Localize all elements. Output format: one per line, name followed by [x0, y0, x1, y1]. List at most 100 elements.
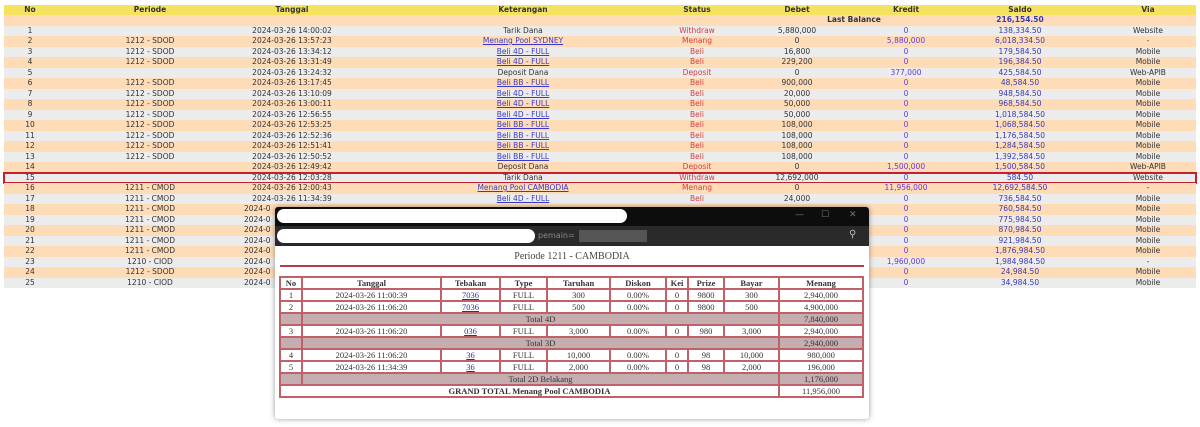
cell-keterangan[interactable]: Beli BB - FULL: [496, 120, 550, 129]
header-periode[interactable]: Periode: [133, 5, 167, 14]
cell-tanggal: 2024-03-26 13:31:49: [252, 57, 332, 66]
cell-kredit: 0: [903, 246, 909, 255]
header-kredit[interactable]: Kredit: [892, 5, 920, 14]
tebakan-link[interactable]: 7036: [462, 302, 479, 312]
cell-keterangan[interactable]: Menang Pool CAMBODIA: [477, 183, 569, 192]
cell-tanggal: 2024-0: [244, 235, 271, 245]
cell-kredit: 0: [903, 193, 909, 203]
cell-status: Beli: [690, 88, 704, 98]
cell-no: 22: [25, 246, 35, 255]
subtotal-blank: [279, 312, 303, 326]
cell-keterangan[interactable]: Menang Pool SYDNEY: [482, 36, 564, 45]
cell-saldo: 34,984.50: [1000, 277, 1040, 287]
close-icon[interactable]: ✕: [849, 210, 857, 220]
header-via[interactable]: Via: [1141, 5, 1155, 14]
cell-keterangan[interactable]: Beli 4D - FULL: [496, 88, 550, 98]
cell-keterangan[interactable]: Beli BB - FULL: [496, 141, 550, 150]
cell-debet: 108,000: [781, 130, 813, 140]
header-saldo[interactable]: Saldo: [1008, 5, 1032, 14]
cell-via: Mobile: [1135, 99, 1161, 108]
cell-kredit: 0: [903, 225, 909, 234]
header-keterangan[interactable]: Keterangan: [498, 5, 548, 14]
cell-bayar: 300: [723, 288, 780, 302]
cell-keterangan[interactable]: Beli 4D - FULL: [496, 193, 550, 203]
cell-prize: 980: [687, 324, 725, 338]
cell-menang: 2,940,000: [778, 288, 864, 302]
cell-keterangan[interactable]: Beli BB - FULL: [496, 130, 550, 140]
cell-no: 2: [279, 300, 303, 314]
header-taruhan: Taruhan: [546, 276, 611, 290]
cell-keterangan[interactable]: Beli 4D - FULL: [496, 46, 550, 56]
tebakan-link[interactable]: 36: [466, 362, 475, 372]
cell-no: 2: [27, 36, 33, 45]
cell-tanggal: 2024-03-26 12:51:41: [252, 141, 332, 150]
cell-saldo: 196,384.50: [998, 57, 1042, 66]
cell-keterangan: Deposit Dana: [497, 162, 549, 171]
tebakan-link[interactable]: 036: [464, 326, 477, 336]
cell-tanggal: 2024-03-26 13:00:11: [252, 99, 332, 108]
cell-keterangan[interactable]: Beli BB - FULL: [496, 78, 550, 87]
cell-keterangan[interactable]: Beli BB - FULL: [496, 151, 550, 161]
subtotal-blank: [279, 372, 303, 386]
cell-debet: 0: [794, 183, 800, 192]
bet-row: 2 2024-03-26 11:06:20 7036 FULL 500 0.00% 0 980…: [279, 300, 864, 314]
cell-kredit: 0: [903, 141, 909, 150]
cell-via: Mobile: [1135, 88, 1161, 98]
cell-tanggal: 2024-03-26 12:00:43: [252, 183, 332, 192]
header-menang: Menang: [778, 276, 864, 290]
bet-row: 5 2024-03-26 11:34:39 36 FULL 2,000 0.00% 0 98 2…: [279, 360, 864, 374]
header-no: No: [279, 276, 303, 290]
cell-saldo: 1,392,584.50: [994, 151, 1046, 161]
minimize-icon[interactable]: —: [795, 210, 804, 220]
cell-tanggal: 2024-0: [244, 204, 271, 213]
zoom-icon[interactable]: ⚲: [849, 229, 857, 240]
tebakan-link[interactable]: 7036: [462, 290, 479, 300]
header-tanggal[interactable]: Tanggal: [275, 5, 309, 14]
cell-debet: 0: [794, 36, 800, 45]
bet-row: 1 2024-03-26 11:00:39 7036 FULL 300 0.00% 0 980…: [279, 288, 864, 302]
cell-periode: 1212 - SDOD: [125, 151, 175, 161]
cell-status: Deposit: [682, 67, 712, 77]
cell-via: Mobile: [1135, 46, 1161, 56]
blurred-title: [277, 209, 627, 223]
cell-kredit: 11,956,000: [884, 183, 928, 192]
cell-kredit: 0: [903, 120, 909, 129]
header-no[interactable]: No: [24, 5, 36, 14]
cell-via: Mobile: [1135, 204, 1161, 213]
cell-type: FULL: [499, 288, 548, 302]
popup-title: Periode 1211 - CAMBODIA: [280, 251, 864, 267]
cell-saldo: 1,984,984.50: [994, 256, 1046, 266]
cell-type: FULL: [499, 300, 548, 314]
header-type: Type: [499, 276, 548, 290]
cell-periode: 1212 - SDOD: [125, 130, 175, 140]
cell-saldo: 921,984.50: [998, 235, 1042, 245]
cell-kredit: 0: [903, 151, 909, 161]
last-balance-row: Last Balance 216,154.50: [4, 15, 1196, 26]
cell-debet: 0: [794, 67, 800, 77]
cell-keterangan[interactable]: Beli 4D - FULL: [496, 57, 550, 66]
subtotal-value: 1,176,000: [778, 372, 864, 386]
cell-status: Beli: [690, 109, 704, 119]
address-bar[interactable]: pemain= ⚲: [275, 226, 869, 246]
cell-saldo: 775,984.50: [998, 214, 1042, 224]
cell-status: Beli: [690, 46, 704, 56]
cell-no: 13: [25, 151, 35, 161]
header-tanggal: Tanggal: [301, 276, 442, 290]
subtotal-row: Total 3D 2,940,000: [279, 336, 864, 350]
tebakan-link[interactable]: 36: [466, 350, 475, 360]
cell-via: Mobile: [1135, 57, 1161, 66]
cell-debet: 108,000: [781, 120, 813, 129]
cell-bayar: 10,000: [723, 348, 780, 362]
cell-via: Mobile: [1135, 235, 1161, 245]
cell-keterangan[interactable]: Beli 4D - FULL: [496, 109, 550, 119]
cell-keterangan[interactable]: Beli 4D - FULL: [496, 99, 550, 108]
cell-status: Beli: [690, 57, 704, 66]
header-status[interactable]: Status: [683, 5, 711, 14]
cell-tanggal: 2024-0: [244, 277, 271, 287]
cell-type: FULL: [499, 348, 548, 362]
header-debet[interactable]: Debet: [784, 5, 810, 14]
popup-titlebar[interactable]: — ☐ ✕: [275, 207, 869, 226]
maximize-icon[interactable]: ☐: [821, 210, 830, 220]
cell-periode: 1212 - SDOD: [125, 99, 175, 108]
cell-tanggal: 2024-03-26 12:03:28: [252, 172, 332, 182]
